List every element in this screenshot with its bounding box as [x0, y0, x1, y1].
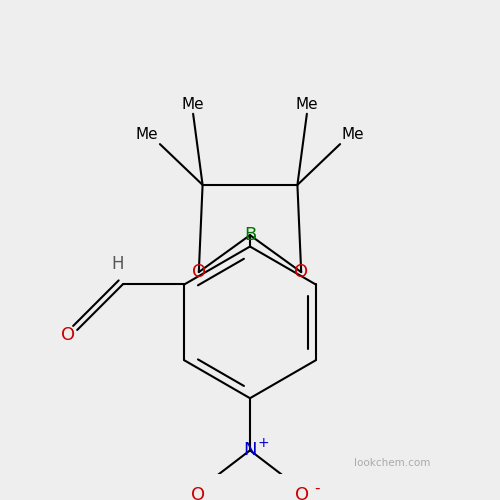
- Text: lookchem.com: lookchem.com: [354, 458, 430, 468]
- Text: +: +: [258, 436, 269, 450]
- Text: Me: Me: [182, 97, 204, 112]
- Text: -: -: [314, 481, 320, 496]
- Text: Me: Me: [136, 127, 158, 142]
- Text: O: O: [294, 263, 308, 281]
- Text: O: O: [295, 486, 309, 500]
- Text: O: O: [60, 326, 75, 344]
- Text: O: O: [191, 486, 205, 500]
- Text: Me: Me: [296, 97, 318, 112]
- Text: O: O: [192, 263, 206, 281]
- Text: B: B: [244, 226, 256, 244]
- Text: Me: Me: [342, 127, 364, 142]
- Text: N: N: [244, 442, 257, 460]
- Text: H: H: [112, 254, 124, 272]
